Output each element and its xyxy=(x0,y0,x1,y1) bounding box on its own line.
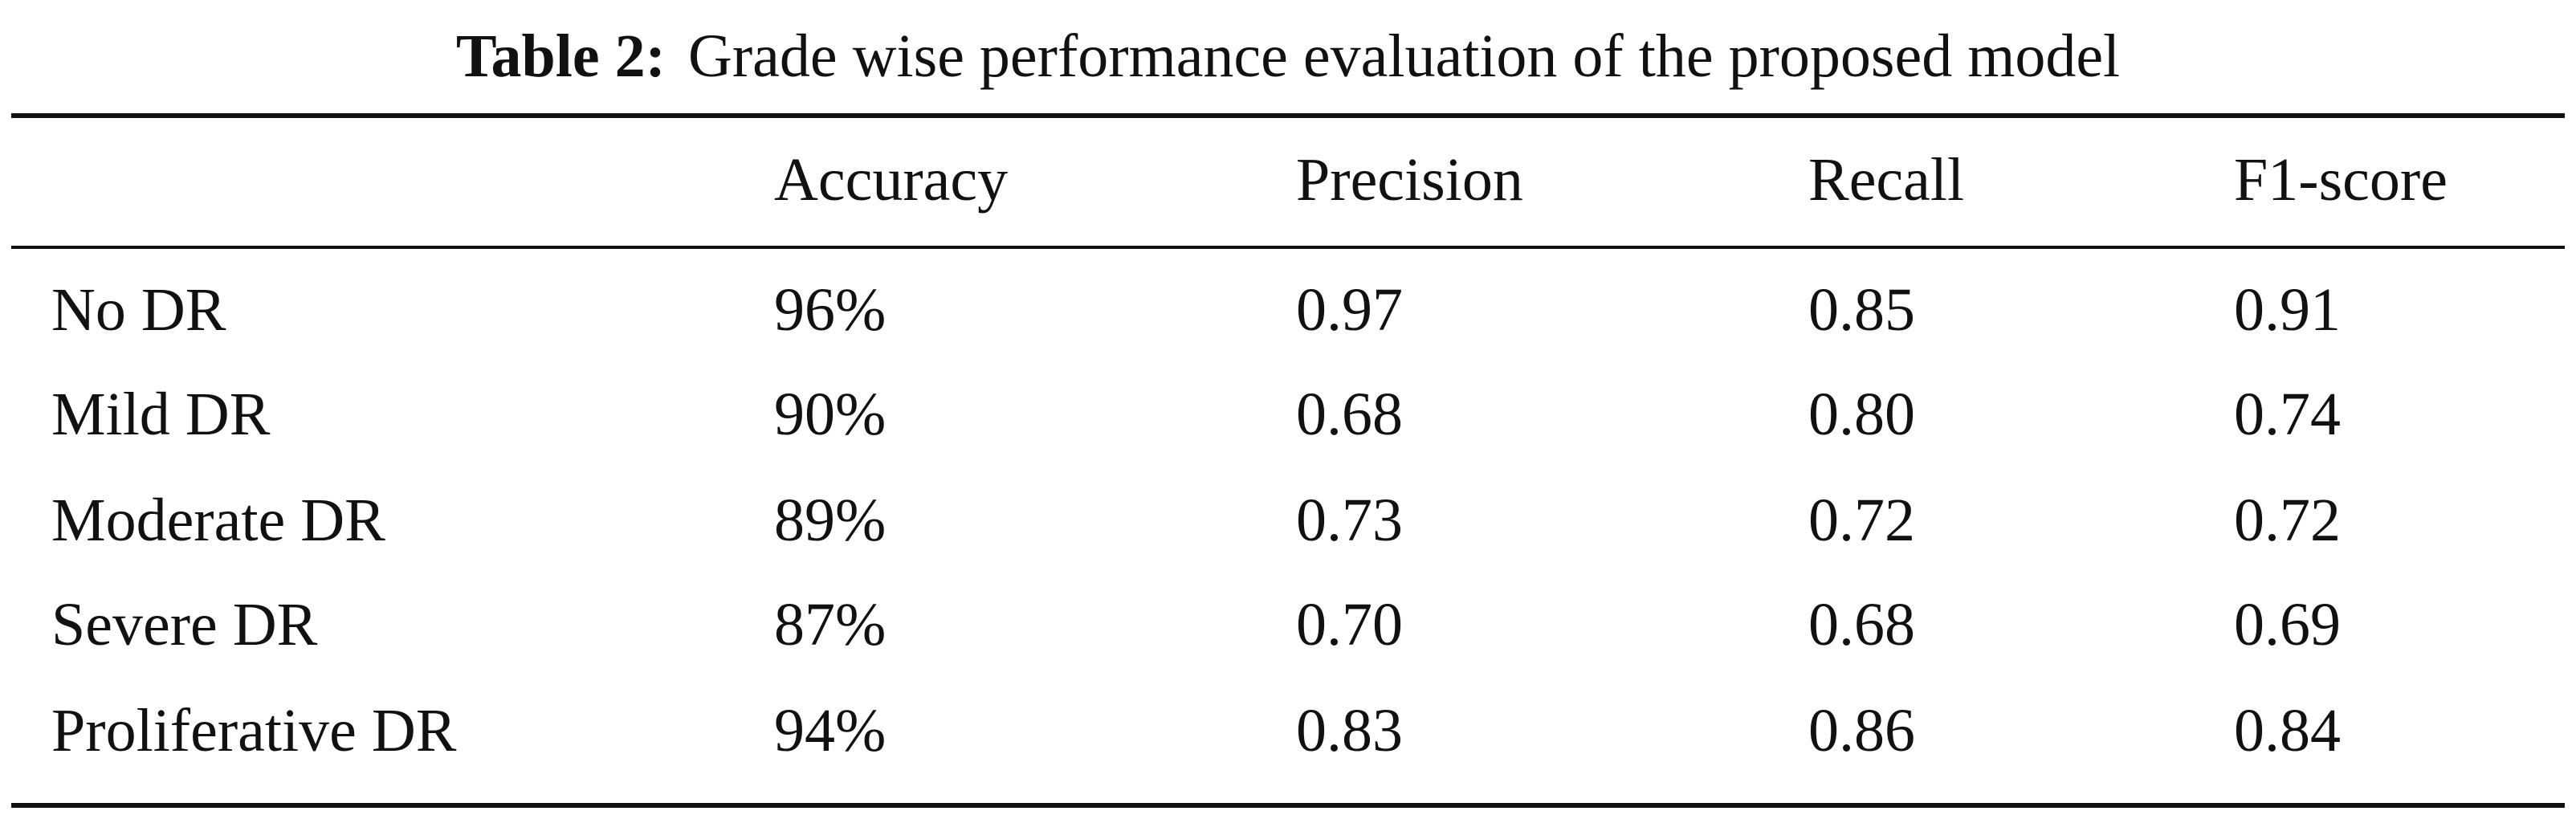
column-header-recall: Recall xyxy=(1808,146,1965,214)
row-label: Mild DR xyxy=(51,381,271,448)
row-label: No DR xyxy=(51,276,226,344)
recall-cell: 0.68 xyxy=(1808,591,1915,658)
caption-label: Table 2: xyxy=(455,22,666,90)
f1-score-cell: 0.72 xyxy=(2234,487,2341,554)
recall-cell: 0.72 xyxy=(1808,487,1915,554)
accuracy-cell: 96% xyxy=(774,276,887,344)
table-header-rule xyxy=(11,246,2565,249)
column-header-f1-score: F1-score xyxy=(2234,146,2448,214)
f1-score-cell: 0.69 xyxy=(2234,591,2341,658)
caption-text: Grade wise performance evaluation of the… xyxy=(687,22,2121,90)
precision-cell: 0.68 xyxy=(1296,381,1403,448)
accuracy-cell: 89% xyxy=(774,487,887,554)
recall-cell: 0.85 xyxy=(1808,276,1915,344)
f1-score-cell: 0.91 xyxy=(2234,276,2341,344)
precision-cell: 0.73 xyxy=(1296,487,1403,554)
f1-score-cell: 0.74 xyxy=(2234,381,2341,448)
precision-cell: 0.70 xyxy=(1296,591,1403,658)
f1-score-cell: 0.84 xyxy=(2234,697,2341,764)
column-header-precision: Precision xyxy=(1296,146,1523,214)
recall-cell: 0.86 xyxy=(1808,697,1915,764)
accuracy-cell: 90% xyxy=(774,381,887,448)
table-top-rule xyxy=(11,113,2565,118)
row-label: Proliferative DR xyxy=(51,697,457,764)
recall-cell: 0.80 xyxy=(1808,381,1915,448)
accuracy-cell: 87% xyxy=(774,591,887,658)
row-label: Moderate DR xyxy=(51,487,385,554)
table-bottom-rule xyxy=(11,803,2565,808)
column-header-accuracy: Accuracy xyxy=(774,146,1009,214)
precision-cell: 0.83 xyxy=(1296,697,1403,764)
precision-cell: 0.97 xyxy=(1296,276,1403,344)
table-caption: Table 2: Grade wise performance evaluati… xyxy=(0,0,2576,112)
accuracy-cell: 94% xyxy=(774,697,887,764)
row-label: Severe DR xyxy=(51,591,318,658)
